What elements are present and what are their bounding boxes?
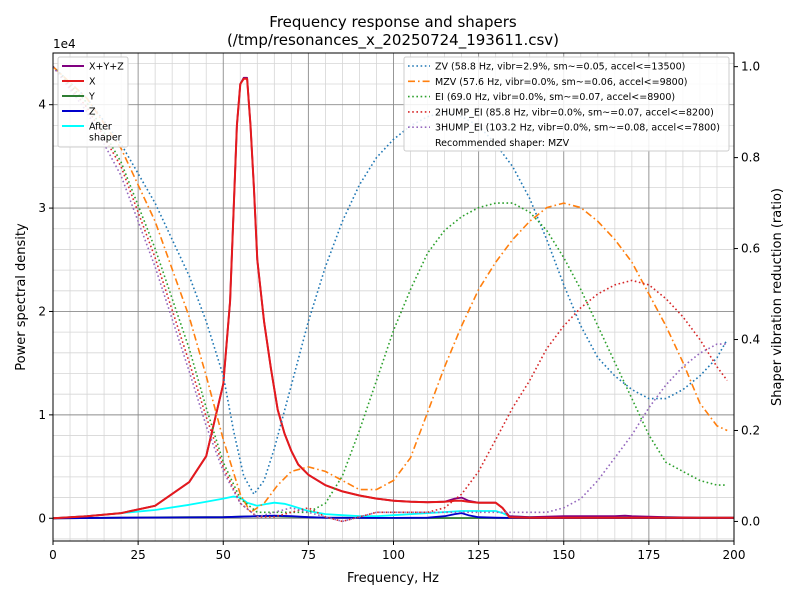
- legend-entry-mzv: MZV (57.6 Hz, vibr=0.0%, sm~=0.06, accel…: [435, 77, 687, 88]
- left-y-tick-label: 3: [38, 201, 46, 215]
- x-tick-label: 50: [216, 548, 231, 562]
- right-y-tick-label: 0.8: [741, 151, 760, 165]
- series-line-3hump-ei: [52, 66, 728, 523]
- legend-entry-3hump-ei: 3HUMP_EI (103.2 Hz, vibr=0.0%, sm~=0.08,…: [435, 123, 720, 134]
- right-y-axis-ticks: 0.0 0.2 0.4 0.6 0.8 1.0: [734, 60, 760, 528]
- x-tick-label: 150: [552, 548, 575, 562]
- legend-entry-2hump-ei: 2HUMP_EI (85.8 Hz, vibr=0.0%, sm~=0.07, …: [435, 107, 714, 118]
- x-tick-label: 100: [382, 548, 405, 562]
- left-y-tick-label: 2: [38, 304, 46, 318]
- legend-entry-y: Y: [88, 92, 95, 103]
- series-line-2hump-ei: [52, 66, 728, 523]
- x-tick-label: 75: [301, 548, 316, 562]
- shaper-legend-box: [403, 56, 730, 152]
- left-y-axis-ticks: 0 1 2 3 4: [38, 98, 53, 525]
- legend-entry-z: Z: [89, 107, 96, 118]
- recommended-shaper-text: Recommended shaper: MZV: [435, 138, 570, 149]
- right-y-axis-label: Shaper vibration reduction (ratio): [770, 188, 785, 406]
- left-y-tick-label: 0: [38, 511, 46, 525]
- right-y-tick-label: 0.4: [741, 333, 760, 347]
- chart-title-line2: (/tmp/resonances_x_20250724_193611.csv): [227, 31, 559, 50]
- right-y-tick-label: 0.2: [741, 423, 760, 437]
- legend-entry-x: X: [89, 77, 96, 88]
- shaper-series-lines: [52, 66, 728, 523]
- legend-entry-zv: ZV (58.8 Hz, vibr=2.9%, sm~=0.05, accel<…: [435, 62, 685, 73]
- right-y-tick-label: 0.0: [741, 514, 760, 528]
- left-y-tick-label: 4: [38, 98, 46, 112]
- x-axis-ticks: 0 25 50 75 100 125 150 175 200: [49, 541, 745, 562]
- psd-series-lines: [52, 76, 734, 520]
- shaper-legend: ZV (58.8 Hz, vibr=2.9%, sm~=0.05, accel<…: [403, 56, 730, 152]
- right-y-tick-label: 1.0: [741, 60, 760, 74]
- right-y-tick-label: 0.6: [741, 242, 760, 256]
- series-line-mzv: [52, 66, 728, 514]
- left-y-tick-label: 1: [38, 408, 46, 422]
- chart-title-line1: Frequency response and shapers: [269, 13, 517, 31]
- legend-entry-ei: EI (69.0 Hz, vibr=0.0%, sm~=0.07, accel<…: [435, 92, 675, 103]
- x-axis-label: Frequency, Hz: [347, 571, 439, 586]
- psd-legend-box: [57, 56, 129, 148]
- x-tick-label: 0: [49, 548, 57, 562]
- series-line-x: [52, 77, 734, 520]
- legend-entry-x-y-z: X+Y+Z: [89, 62, 124, 73]
- legend-entry-after-shaper: After shaper: [89, 122, 122, 144]
- x-tick-label: 200: [723, 548, 746, 562]
- x-tick-label: 25: [130, 548, 145, 562]
- x-tick-label: 175: [637, 548, 660, 562]
- left-y-offset-label: 1e4: [53, 37, 76, 51]
- x-tick-label: 125: [467, 548, 490, 562]
- psd-legend: X+Y+Z XYZ After shaper: [57, 56, 129, 148]
- left-y-axis-label: Power spectral density: [14, 223, 29, 371]
